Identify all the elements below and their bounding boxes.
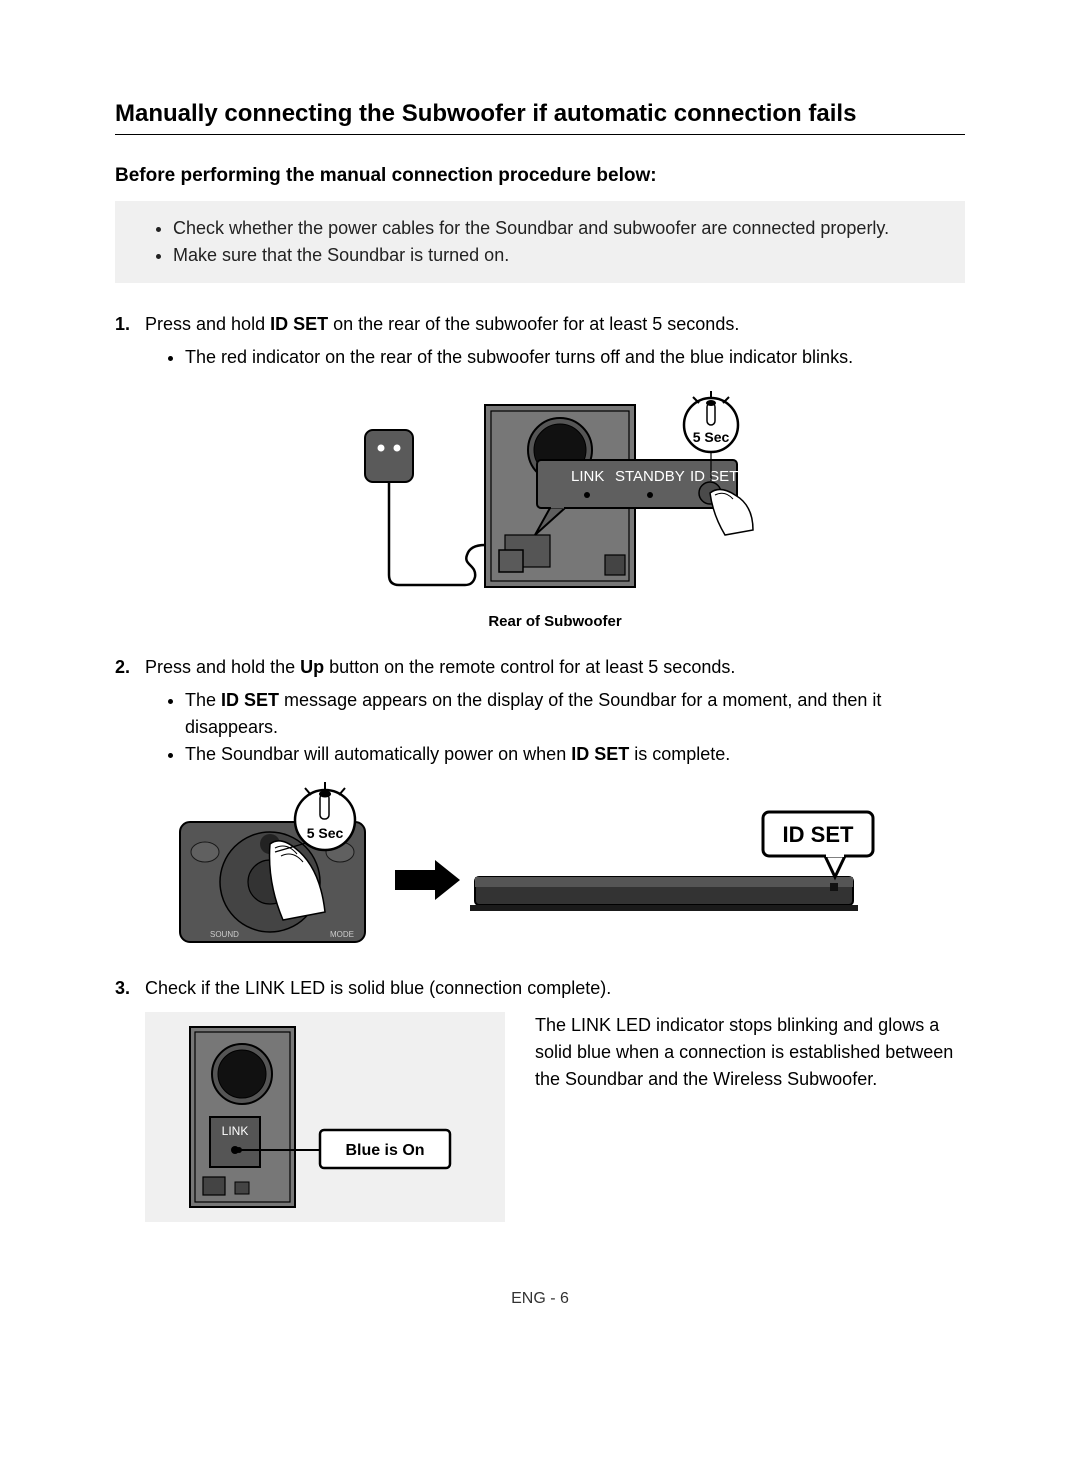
idset-bubble-label: ID SET: [783, 822, 854, 847]
hand-press-icon: [710, 489, 753, 535]
main-heading: Manually connecting the Subwoofer if aut…: [115, 100, 965, 135]
step2-text-b: button on the remote control for at leas…: [324, 657, 735, 677]
steps-list: Press and hold ID SET on the rear of the…: [115, 311, 965, 1230]
panel-link-label: LINK: [571, 468, 604, 485]
step2-sub1: The ID SET message appears on the displa…: [185, 687, 965, 741]
step2-sub1-b: message appears on the display of the So…: [185, 690, 881, 737]
step2-sub2-a: The Soundbar will automatically power on…: [185, 744, 571, 764]
step1-text-b: on the rear of the subwoofer for at leas…: [328, 314, 739, 334]
step2-sub2: The Soundbar will automatically power on…: [185, 741, 965, 768]
arrow-right-icon: [395, 860, 460, 900]
step1-bold: ID SET: [270, 314, 328, 334]
step3-text: Check if the LINK LED is solid blue (con…: [145, 978, 611, 998]
step-1: Press and hold ID SET on the rear of the…: [115, 311, 965, 634]
sub-heading: Before performing the manual connection …: [115, 165, 965, 187]
blue-on-label: Blue is On: [345, 1142, 424, 1159]
svg-text:MODE: MODE: [330, 930, 354, 939]
step3-paragraph: The LINK LED indicator stops blinking an…: [535, 1002, 965, 1093]
step-2: Press and hold the Up button on the remo…: [115, 654, 965, 955]
step2-sub1-bold: ID SET: [221, 690, 279, 710]
prerequisite-box: Check whether the power cables for the S…: [115, 201, 965, 283]
check-item: Check whether the power cables for the S…: [173, 215, 945, 242]
step2-text-a: Press and hold the: [145, 657, 300, 677]
power-plug-icon: [365, 430, 413, 482]
step2-bold: Up: [300, 657, 324, 677]
step2-sub2-bold: ID SET: [571, 744, 629, 764]
idset-bubble: ID SET: [763, 812, 873, 877]
svg-text:SOUND: SOUND: [210, 930, 239, 939]
step-3: Check if the LINK LED is solid blue (con…: [115, 975, 965, 1230]
step3-figure: LINK Blue is On: [145, 1012, 505, 1230]
panel-standby-label: STANDBY: [615, 468, 685, 485]
step2-figure: SOUND MODE 5 Sec: [175, 782, 965, 955]
step2-sub1-a: The: [185, 690, 221, 710]
soundbar-icon: [470, 877, 858, 911]
press-5sec-label: 5 Sec: [693, 429, 730, 445]
step1-sub1: The red indicator on the rear of the sub…: [185, 344, 965, 371]
step1-figure-caption: Rear of Subwoofer: [145, 611, 965, 634]
step1-figure: LINK STANDBY ID SET 5 Sec: [145, 385, 965, 634]
page-footer: ENG - 6: [115, 1290, 965, 1308]
step2-sub2-b: is complete.: [629, 744, 730, 764]
subwoofer-rear-small-icon: LINK: [190, 1027, 295, 1207]
check-item: Make sure that the Soundbar is turned on…: [173, 242, 945, 269]
step1-text-a: Press and hold: [145, 314, 270, 334]
link-panel-label: LINK: [222, 1124, 249, 1138]
press-5sec-label-2: 5 Sec: [307, 825, 344, 841]
